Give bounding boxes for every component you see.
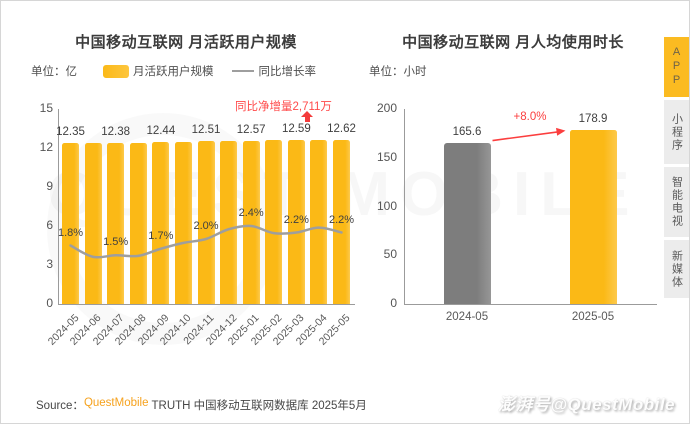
bar-legend-label: 月活跃用户规模 <box>133 66 214 78</box>
publisher-watermark: 澎湃号@QuestMobile <box>497 395 675 414</box>
left-y-tick: 0 <box>46 296 53 310</box>
source-brand: QuestMobile <box>83 397 149 409</box>
sidebar-tab-新媒体[interactable]: 新媒体 <box>664 240 689 298</box>
red-up-arrow-icon <box>301 111 313 122</box>
left-y-tick: 15 <box>39 101 53 115</box>
left-y-tick: 3 <box>46 257 53 271</box>
left-y-tick: 12 <box>39 140 53 154</box>
left-chart-title: 中国移动互联网 月活跃用户规模 <box>75 34 297 51</box>
source-prefix: Source： <box>36 400 84 412</box>
source-suffix: TRUTH 中国移动互联网数据库 2025年5月 <box>148 400 367 412</box>
sidebar-tab-智能电视[interactable]: 智能电视 <box>664 167 689 237</box>
right-x-axis-label: 2024-05 <box>445 311 489 323</box>
left-chart-legend: 单位：亿 月活跃用户规模 同比增长率 <box>31 63 316 79</box>
left-x-axis-label: 2025-04 <box>293 312 330 348</box>
right-chart-title: 中国移动互联网 月人均使用时长 <box>402 34 624 51</box>
left-x-axis-label: 2025-02 <box>248 312 285 348</box>
line-legend-label: 同比增长率 <box>258 66 317 78</box>
right-plot-area <box>404 109 657 305</box>
right-y-tick: 0 <box>390 296 397 310</box>
left-x-axis-label: 2025-05 <box>316 312 352 348</box>
right-chart-legend: 单位：小时 <box>369 63 453 79</box>
left-plot-area <box>58 109 355 305</box>
left-x-axis-label: 2024-05 <box>45 312 81 348</box>
growth-rate-annotation: +8.0% <box>513 111 547 123</box>
left-unit-label: 单位：亿 <box>31 66 77 78</box>
left-x-axis-label: 2025-03 <box>271 312 307 348</box>
source-line: Source： QuestMobile TRUTH 中国移动互联网数据库 2025… <box>36 397 367 413</box>
net-increase-annotation: 同比净增量2,711万 <box>235 101 332 113</box>
sidebar-tab-app[interactable]: APP <box>664 37 689 97</box>
bar-legend-swatch <box>103 64 129 78</box>
sidebar-tab-小程序[interactable]: 小程序 <box>664 100 689 164</box>
right-y-tick: 200 <box>376 101 397 115</box>
line-legend-swatch <box>231 70 254 72</box>
right-unit-label: 单位：小时 <box>369 66 427 78</box>
right-y-tick: 50 <box>383 247 397 262</box>
right-x-axis-label: 2025-05 <box>571 311 615 323</box>
